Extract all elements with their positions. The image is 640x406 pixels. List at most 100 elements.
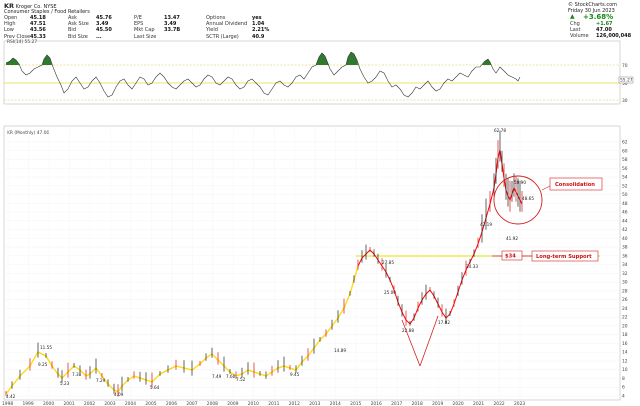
year-tick-label: 2004 [125,401,136,406]
year-tick-label: 2023 [514,401,525,406]
price-tick-label: 6 [622,385,625,391]
year-tick-label: 2002 [84,401,95,406]
price-point-label: 11.55 [40,345,52,350]
price-point-label: 5.23 [60,381,70,386]
price-tick-label: 28 [622,288,628,294]
rsi-panel: RSI(14) 55.27 70 50 30 55.27 [3,39,634,105]
price-point-label: 7.60 [226,374,236,379]
year-tick-label: 2016 [371,401,382,406]
price-tick-label: 16 [622,341,628,347]
price-tick-label: 48 [622,201,628,207]
year-tick-label: 2003 [104,401,115,406]
stats-col-1: Open 45.18 High 47.51 Low 43.56 Prev Close4… [4,15,46,40]
year-tick-label: 2009 [227,401,238,406]
support-value-label: $34 [505,254,516,260]
year-tick-label: 2014 [330,401,341,406]
year-tick-label: 1999 [22,401,33,406]
year-tick-label: 2017 [391,401,402,406]
price-tick-label: 20 [622,323,628,329]
year-tick-label: 2021 [473,401,484,406]
up-arrow-icon: ▲ [570,13,575,20]
consolidation-label: Consolidation [555,182,595,188]
price-tick-label: 46 [622,210,628,216]
rsi-last-value: 55.27 [620,78,633,84]
price-tick-label: 34 [622,262,628,268]
stats-col-4: Options yes Annual Dividend 1.04 Yield 2.21… [206,15,270,40]
price-tick-label: 62 [622,140,628,146]
price-tick-label: 36 [622,253,628,259]
price-tick-label: 52 [622,183,628,189]
consolidation-box [549,177,603,191]
year-tick-label: 1998 [2,401,13,406]
stats-col-3: P/E 13.47 EPS 3.49 Mkt Cap 33.7B Last Size [134,15,181,40]
price-point-label: 22.88 [402,328,414,333]
price-point-label: 4.42 [6,394,16,399]
price-tick-label: 14 [622,350,628,356]
price-tick-label: 56 [622,166,628,172]
year-tick-label: 2012 [289,401,300,406]
quote-date: Friday 30 Jun 2023 [568,8,615,14]
year-ticks: 1998 1999 2000 2001 2002 2003 2004 2005 2006 2007… [2,401,525,406]
company-name: Kroger Co. [15,4,42,10]
watermark: © StockCharts.com [568,2,618,8]
price-tick-label: 58 [622,157,628,163]
year-tick-label: 2013 [309,401,320,406]
price-tick-label: 30 [622,280,628,286]
price-point-label: 7.29 [96,378,106,383]
price-point-label: 27.85 [382,260,394,265]
price-point-label: 41.92 [506,236,518,241]
price-tick-label: 60 [622,148,628,154]
price-chart: KR (Monthly) 47.00 626058565452504846444… [2,125,628,406]
ohlc-bars [5,130,523,397]
price-tick-label: 38 [622,245,628,251]
price-point-label: 7.52 [236,377,246,382]
arrow-right-line [419,315,439,367]
price-point-label: 9.45 [290,372,300,377]
consolidation-pointer [541,185,551,191]
year-tick-label: 2022 [494,401,505,406]
support-text-label: Long-term Support [536,254,592,260]
price-tick-label: 24 [622,306,628,312]
price-tick-label: 42 [622,227,628,233]
price-tick-label: 32 [622,271,628,277]
year-tick-label: 2011 [268,401,279,406]
support-text-box [531,250,599,262]
price-grid [4,126,620,400]
year-tick-label: 2000 [43,401,54,406]
price-tick-label: 50 [622,192,628,198]
year-tick-label: 2001 [63,401,74,406]
price-ticks: 6260585654525048464442403836343230282624… [622,140,628,400]
rsi-last-box [618,76,634,84]
price-point-label: 4.09 [114,392,124,397]
rsi-tick-50: 50 [622,81,628,87]
consolidation-circle [493,175,543,225]
sector: Consumer Staples / Food Retailers [4,9,90,15]
chart-frame [3,125,621,401]
price-point-label: 14.89 [334,348,346,353]
rsi-line [5,51,521,98]
price-point-label: 50.90 [514,180,526,185]
price-point-label: 9.25 [38,362,48,367]
quote-stats: Chg +1.67 Last 47.00 Volume 126,000,048 [570,21,632,39]
price-point-label: 62.78 [494,128,506,133]
year-tick-label: 2006 [166,401,177,406]
year-tick-label: 2010 [248,401,259,406]
price-point-label: 25.00 [384,290,396,295]
price-tick-label: 10 [622,367,628,373]
year-tick-label: 2020 [453,401,464,406]
quote-header: KR Kroger Co. NYSE Consumer Staples / Fo… [0,0,640,40]
price-tick-label: 18 [622,332,628,338]
price-tick-label: 26 [622,297,628,303]
price-tick-label: 4 [622,394,625,400]
arrow-left-line [401,319,421,367]
stats-col-2: Ask 45.76 Ask Size 3.49 Bid 45.50 Bid Size.… [68,15,112,40]
price-line-yellow [5,265,359,395]
price-point-label: 7.38 [72,372,82,377]
price-tick-label: 12 [622,358,628,364]
rsi-tick-70: 70 [622,63,628,69]
change-percent: +3.68% [583,13,614,21]
rsi-tick-30: 30 [622,98,628,104]
price-point-label: 5.64 [150,385,160,390]
point-labels: 4.42 11.55 9.25 5.237.38 7.29 4.09 5.64 7.49 7.6… [6,128,534,399]
symbol-line: KR Kroger Co. NYSE [4,2,57,10]
